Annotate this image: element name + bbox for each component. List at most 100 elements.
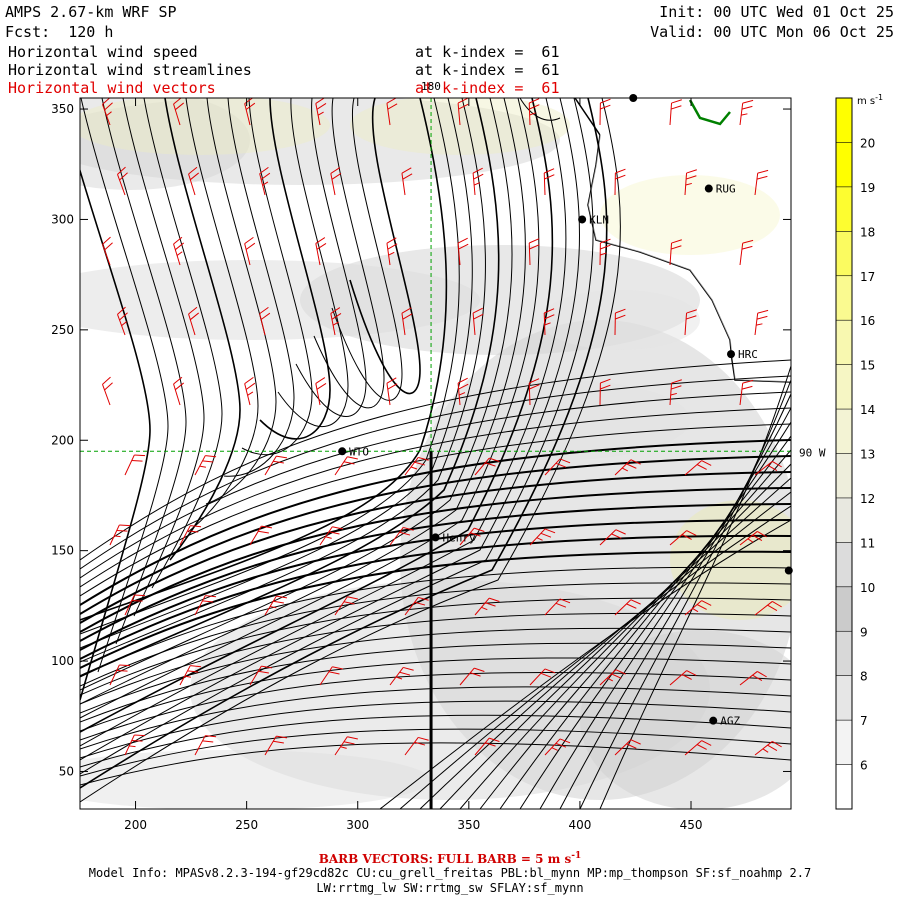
init-time: Init: 00 UTC Wed 01 Oct 25 [659, 3, 894, 21]
colorbar-tick-label: 7 [860, 714, 868, 728]
wind-barb [124, 594, 146, 616]
streamline [295, 98, 367, 417]
streamline [80, 98, 513, 691]
wind-barb [389, 526, 414, 546]
x-tick-label: 300 [346, 818, 369, 832]
wind-barb [754, 309, 769, 336]
colorbar-band [836, 586, 852, 632]
wind-barb [179, 525, 202, 546]
streamline [80, 98, 500, 677]
wind-barb [528, 378, 540, 406]
station-marker: WTO [338, 445, 369, 458]
wind-barb [684, 600, 712, 616]
streamline [80, 471, 791, 624]
station-label: KLN [589, 213, 609, 226]
wind-barb [457, 377, 469, 406]
x-tick-label: 450 [680, 818, 703, 832]
wind-barb [264, 455, 288, 476]
wind-barb [754, 741, 782, 756]
wind-barb [401, 307, 413, 336]
streamline [80, 98, 621, 803]
colorbar-band [836, 320, 852, 365]
streamline [80, 391, 791, 579]
streamline [185, 98, 259, 533]
wind-barb [117, 306, 128, 336]
colorbar-band [836, 98, 852, 143]
streamline [349, 98, 421, 395]
colorbar-tick-label: 16 [860, 314, 875, 328]
wind-barb [244, 236, 256, 266]
wind-barb [179, 665, 202, 686]
wind-barb [472, 167, 484, 196]
wind-barb [739, 239, 754, 266]
station-marker: HRC [727, 348, 758, 361]
colorbar-tick-label: 20 [860, 136, 875, 150]
streamline [122, 98, 205, 617]
y-tick-label: 100 [51, 654, 74, 668]
streamline [80, 98, 567, 747]
wind-barb [244, 376, 256, 406]
wind-barb [188, 166, 200, 196]
wind-barb [474, 737, 500, 756]
wind-barb [334, 596, 358, 616]
wind-barb [330, 167, 342, 196]
streamline [80, 714, 791, 768]
streamline [80, 375, 791, 570]
streamline [80, 742, 791, 786]
y-tick-label: 50 [59, 764, 74, 778]
streamlines [80, 98, 791, 809]
wind-barb [754, 169, 769, 196]
streamline [143, 98, 223, 589]
wind-barb [102, 236, 113, 266]
streamline [80, 98, 608, 789]
wind-barb [544, 598, 571, 616]
x-tick-label: 400 [568, 818, 591, 832]
streamline [579, 379, 791, 809]
streamline [80, 98, 460, 635]
x-tick-label: 200 [124, 818, 147, 832]
model-info-line1: Model Info: MPASv8.2.3-194-gf29cd82c CU:… [88, 866, 812, 880]
speed-blob [80, 260, 480, 340]
streamline [80, 98, 526, 705]
wind-barb [669, 239, 682, 266]
streamline [80, 98, 540, 719]
colorbar-band [836, 364, 852, 410]
streamline [80, 686, 791, 750]
wind-barb [684, 460, 712, 476]
streamline [259, 98, 331, 440]
wind-barb [173, 236, 185, 266]
station-marker: Henry [431, 531, 476, 544]
wind-barb [334, 736, 358, 756]
colorbar-band [836, 675, 852, 721]
colorbar-band [836, 186, 852, 232]
wind-barb [330, 307, 342, 336]
speed-blob [430, 380, 690, 460]
station-label: Henry [443, 531, 476, 544]
stations: RUG KLN HRC WTO Henry AGZ [338, 94, 793, 728]
wind-barb [173, 376, 185, 406]
station-marker: RUG [704, 183, 736, 196]
y-tick-label: 250 [51, 323, 74, 337]
streamline [331, 98, 403, 401]
wind-barb [386, 237, 398, 266]
streamline [80, 597, 791, 696]
wind-barb [315, 237, 327, 266]
field-level-streamlines: at k-index = 61 [415, 61, 560, 79]
coastline-green [688, 99, 731, 126]
streamline [80, 519, 791, 651]
field-name-vectors: Horizontal wind vectors [8, 79, 216, 97]
colorbar-tick-label: 9 [860, 625, 868, 639]
wind-barb [739, 99, 754, 126]
wind-barb [259, 306, 271, 336]
colorbar-tick-label: 15 [860, 359, 875, 373]
station-label: RUG [716, 183, 736, 196]
lat-lon-lines: 180 90 W [80, 80, 826, 809]
meridian-label: 180 [421, 80, 441, 93]
streamline [80, 534, 791, 660]
speed-blob [80, 98, 560, 185]
streamline [205, 98, 277, 505]
streamline [459, 463, 791, 809]
wind-barb [474, 597, 500, 616]
plot-frame [79, 97, 792, 810]
streamline [80, 728, 791, 777]
